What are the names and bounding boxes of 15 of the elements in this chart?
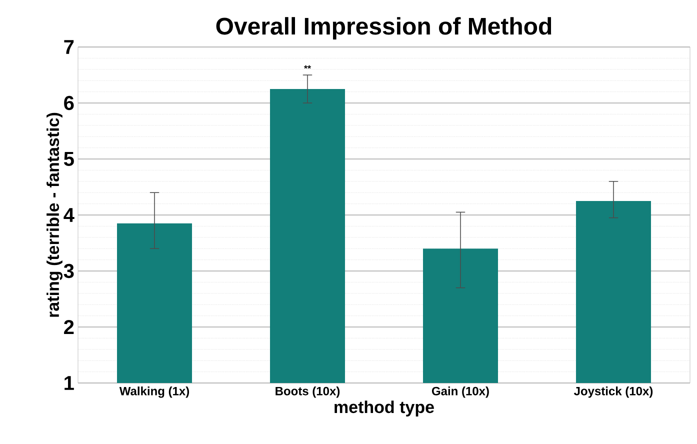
x-tick-label: Boots (10x) — [276, 386, 340, 398]
y-tick-label: 3 — [64, 264, 74, 278]
x-tick-label: Walking (1x) — [119, 386, 190, 398]
y-tick-label: 4 — [64, 208, 74, 222]
y-axis-title: rating (terrible - fantastic) — [46, 112, 62, 317]
x-tick-label: Gain (10x) — [432, 386, 489, 398]
annotation: ** — [304, 65, 311, 69]
y-tick-label: 1 — [64, 376, 74, 390]
y-tick-label: 7 — [64, 40, 74, 54]
y-tick-label: 5 — [64, 152, 74, 166]
x-tick-label: Joystick (10x) — [574, 386, 653, 398]
y-tick-label: 6 — [64, 96, 74, 110]
x-axis-title: method type — [334, 400, 434, 416]
y-tick-label: 2 — [64, 320, 74, 334]
chart-title: Overall Impression of Method — [216, 17, 552, 40]
